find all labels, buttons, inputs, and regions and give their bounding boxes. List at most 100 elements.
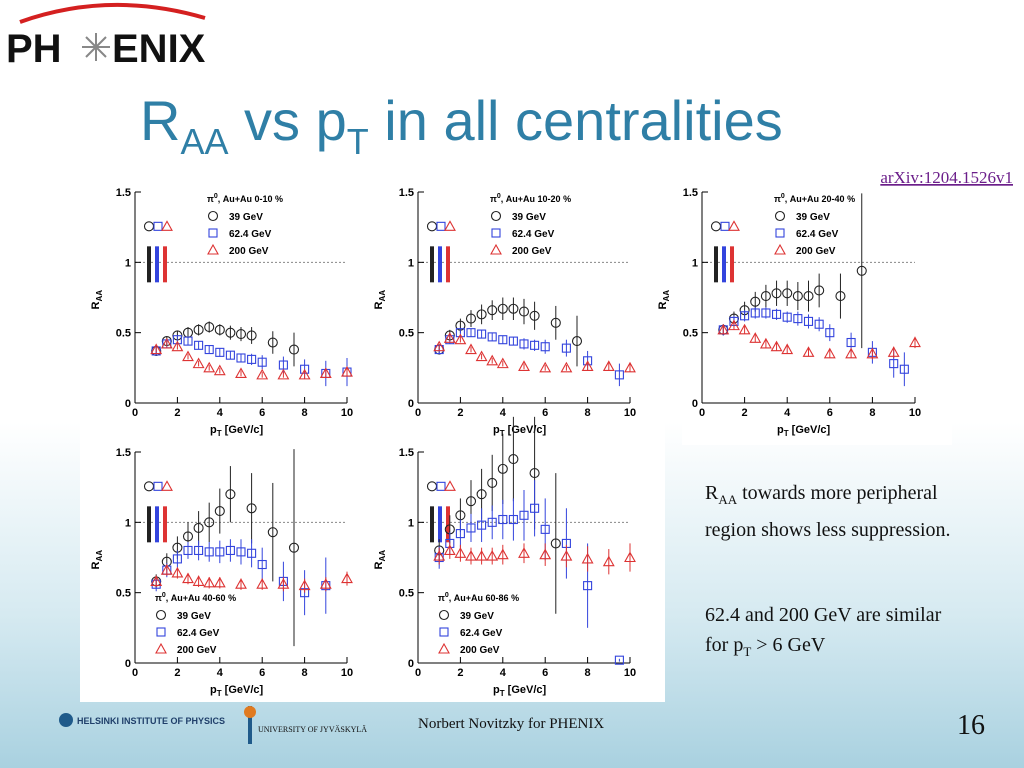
y-tick-label: 1.5 bbox=[683, 187, 698, 199]
marker bbox=[518, 360, 530, 371]
marker bbox=[433, 549, 446, 561]
x-axis-label: pT [GeV/c] bbox=[493, 424, 547, 438]
marker bbox=[475, 350, 488, 362]
y-tick-label: 0 bbox=[408, 398, 414, 410]
marker bbox=[560, 549, 573, 561]
marker bbox=[770, 340, 783, 352]
marker bbox=[193, 324, 204, 335]
marker bbox=[823, 347, 836, 359]
title-part: , Au+Au 0-10 % bbox=[218, 194, 283, 204]
marker bbox=[247, 548, 257, 558]
reference-link[interactable]: arXiv:1204.1526v1 bbox=[880, 168, 1013, 187]
legend-marker bbox=[207, 243, 219, 255]
title-sub: AA bbox=[180, 121, 228, 162]
note: RAA towards more peripheral region shows… bbox=[705, 478, 955, 545]
marker bbox=[803, 291, 814, 302]
marker bbox=[150, 343, 163, 355]
norm-box bbox=[155, 506, 159, 543]
x-axis-label: pT [GeV/c] bbox=[210, 684, 264, 698]
marker bbox=[246, 330, 257, 341]
marker bbox=[814, 285, 825, 296]
title-sub: T bbox=[347, 121, 369, 162]
legend-label: 39 GeV bbox=[177, 611, 211, 622]
marker bbox=[486, 354, 499, 366]
marker bbox=[519, 510, 529, 520]
marker bbox=[624, 551, 636, 563]
y-tick-label: 0 bbox=[125, 658, 131, 670]
marker bbox=[740, 311, 750, 321]
marker bbox=[540, 342, 550, 352]
marker bbox=[539, 548, 552, 560]
legend-marker bbox=[775, 228, 785, 238]
y-tick-label: 1.5 bbox=[116, 447, 131, 459]
marker bbox=[267, 337, 278, 348]
marker bbox=[161, 220, 173, 231]
marker bbox=[246, 503, 257, 514]
marker bbox=[443, 544, 456, 556]
marker bbox=[204, 321, 215, 333]
marker bbox=[433, 340, 446, 352]
marker bbox=[466, 328, 476, 338]
marker bbox=[153, 221, 163, 231]
x-tick-label: 4 bbox=[784, 407, 791, 419]
marker bbox=[560, 361, 573, 373]
marker bbox=[887, 346, 900, 357]
marker bbox=[508, 336, 518, 346]
marker bbox=[288, 542, 300, 553]
legend-marker bbox=[490, 243, 502, 255]
x-tick-label: 6 bbox=[259, 407, 265, 419]
marker bbox=[793, 314, 803, 324]
marker bbox=[465, 549, 477, 561]
slide-title: RAA vs pT in all centralities bbox=[140, 89, 783, 162]
marker bbox=[749, 332, 762, 343]
legend-marker bbox=[208, 228, 218, 238]
marker bbox=[825, 328, 835, 338]
marker bbox=[614, 370, 624, 380]
label-sub: T bbox=[217, 429, 222, 438]
marker bbox=[214, 324, 225, 335]
marker bbox=[225, 350, 235, 360]
legend-marker bbox=[438, 642, 450, 654]
marker bbox=[150, 575, 163, 586]
x-tick-label: 0 bbox=[132, 667, 138, 679]
marker bbox=[782, 288, 793, 299]
note-sub: AA bbox=[718, 492, 738, 507]
label-part: R bbox=[657, 302, 669, 310]
label-part: p bbox=[210, 424, 217, 436]
marker bbox=[466, 523, 476, 533]
marker bbox=[236, 353, 246, 363]
marker bbox=[182, 350, 194, 362]
marker bbox=[602, 360, 615, 371]
marker bbox=[235, 367, 247, 379]
legend-marker bbox=[774, 243, 786, 255]
legend-label: 62.4 GeV bbox=[512, 229, 555, 240]
label-part: R bbox=[373, 302, 385, 310]
title-part: R bbox=[140, 89, 180, 152]
marker bbox=[192, 575, 205, 586]
x-tick-label: 8 bbox=[869, 407, 875, 419]
marker bbox=[498, 514, 508, 525]
marker bbox=[581, 360, 594, 371]
y-tick-label: 0 bbox=[408, 658, 414, 670]
title-sup: 0 bbox=[162, 592, 166, 599]
marker bbox=[298, 579, 311, 591]
label-sub: T bbox=[217, 689, 222, 698]
legend-label: 62.4 GeV bbox=[796, 229, 839, 240]
marker bbox=[497, 463, 508, 474]
norm-box bbox=[163, 506, 167, 543]
university-logo bbox=[248, 706, 252, 744]
label-sub: T bbox=[500, 689, 505, 698]
norm-box bbox=[147, 246, 151, 283]
x-tick-label: 8 bbox=[585, 667, 591, 679]
marker bbox=[539, 361, 552, 373]
note: 62.4 and 200 GeV are similar for pT > 6 … bbox=[705, 600, 955, 667]
marker bbox=[436, 221, 446, 231]
marker bbox=[497, 303, 508, 314]
marker bbox=[583, 581, 593, 591]
norm-box bbox=[147, 506, 151, 543]
note-text: towards more peripheral region shows les… bbox=[705, 482, 951, 541]
marker bbox=[235, 578, 247, 589]
marker bbox=[454, 547, 467, 558]
legend-marker bbox=[155, 609, 167, 621]
label-sub: AA bbox=[95, 550, 104, 562]
